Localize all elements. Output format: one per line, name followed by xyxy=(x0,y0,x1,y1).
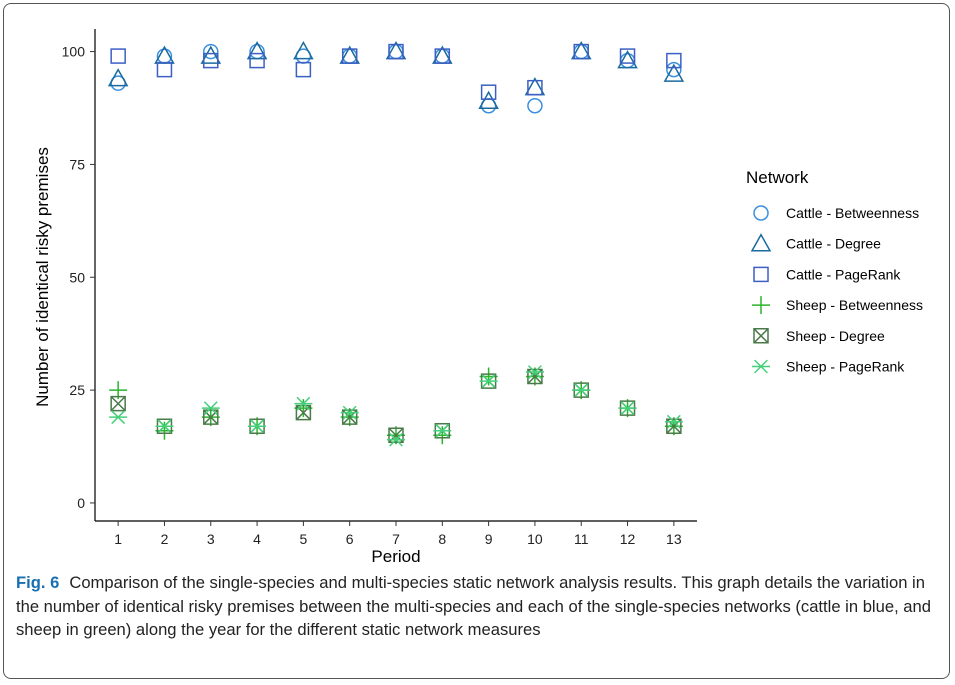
point-sheep-pagerank xyxy=(340,405,359,420)
point-cattle-degree xyxy=(478,90,499,109)
point-cattle-pagerank xyxy=(527,79,543,96)
point-sheep-betweenness xyxy=(294,399,313,418)
point-cattle-degree xyxy=(617,50,638,69)
point-sheep-pagerank xyxy=(155,419,174,434)
point-sheep-pagerank xyxy=(572,383,591,398)
point-sheep-pagerank xyxy=(201,401,220,416)
x-tick-label: 4 xyxy=(253,531,261,547)
point-cattle-degree xyxy=(663,63,685,82)
x-tick-label: 11 xyxy=(574,531,589,547)
point-sheep-pagerank xyxy=(618,401,637,416)
y-tick-label: 50 xyxy=(69,269,85,285)
legend-key-sheep-pagerank xyxy=(752,359,770,374)
point-sheep-pagerank xyxy=(248,419,267,434)
series-sheep-betweenness xyxy=(109,367,683,445)
x-tick-label: 10 xyxy=(527,531,543,547)
legend-key-cattle-degree xyxy=(750,233,772,252)
series-cattle-degree xyxy=(107,41,685,109)
point-sheep-pagerank xyxy=(109,410,128,425)
figure-caption: Fig. 6 Comparison of the single-species a… xyxy=(16,571,941,642)
y-tick-label: 100 xyxy=(62,44,86,60)
x-tick-label: 5 xyxy=(299,531,307,547)
point-cattle-pagerank xyxy=(341,48,358,64)
figure-frame xyxy=(3,3,950,679)
legend-key-cattle-betweenness xyxy=(753,205,769,221)
point-cattle-pagerank xyxy=(480,84,497,100)
point-cattle-pagerank xyxy=(619,48,636,64)
x-tick-label: 3 xyxy=(207,531,215,547)
x-tick-label: 13 xyxy=(666,531,682,547)
y-tick-label: 75 xyxy=(69,156,85,172)
point-cattle-pagerank xyxy=(295,61,312,78)
point-cattle-betweenness xyxy=(203,43,219,60)
x-tick-label: 6 xyxy=(346,531,354,547)
legend-title: Network xyxy=(746,168,809,187)
point-cattle-pagerank xyxy=(249,52,265,69)
point-sheep-pagerank xyxy=(294,396,313,411)
caption-text: Comparison of the single-species and mul… xyxy=(16,573,931,639)
legend-label-cattle-degree: Cattle - Degree xyxy=(786,236,881,252)
x-tick-label: 12 xyxy=(620,531,636,547)
point-sheep-betweenness xyxy=(155,421,174,440)
legend-label-sheep-pagerank: Sheep - PageRank xyxy=(786,359,905,375)
point-sheep-pagerank xyxy=(525,365,544,379)
legend-key-sheep-degree xyxy=(753,328,769,344)
point-cattle-pagerank xyxy=(666,52,682,69)
y-axis-title: Number of identical risky premises xyxy=(33,147,52,407)
figure-label: Fig. 6 xyxy=(16,573,60,592)
legend-label-sheep-degree: Sheep - Degree xyxy=(786,328,885,344)
point-cattle-betweenness xyxy=(527,97,543,114)
point-sheep-pagerank xyxy=(479,374,498,389)
point-cattle-pagerank xyxy=(573,43,589,60)
series-cattle-betweenness xyxy=(110,43,682,114)
legend-key-cattle-pagerank xyxy=(753,266,769,283)
legend-label-cattle-pagerank: Cattle - PageRank xyxy=(786,266,901,282)
x-tick-label: 2 xyxy=(161,531,169,547)
point-cattle-degree xyxy=(107,68,129,87)
point-cattle-pagerank xyxy=(434,48,451,64)
point-sheep-pagerank xyxy=(664,414,683,429)
point-sheep-pagerank xyxy=(433,423,452,438)
data-points xyxy=(107,41,685,447)
legend: Network Cattle - Betweenness Cattle - Deg… xyxy=(746,168,923,375)
y-tick-label: 25 xyxy=(69,382,85,398)
point-cattle-pagerank xyxy=(388,43,404,60)
point-sheep-pagerank xyxy=(387,432,405,447)
legend-key-sheep-betweenness xyxy=(752,296,770,315)
point-cattle-degree xyxy=(200,45,222,64)
x-tick-label: 7 xyxy=(392,531,400,547)
x-tick-label: 8 xyxy=(438,531,446,547)
x-tick-label: 9 xyxy=(485,531,493,547)
point-cattle-degree xyxy=(293,41,314,60)
x-tick-label: 1 xyxy=(114,531,122,547)
point-sheep-betweenness xyxy=(433,426,452,445)
legend-label-cattle-betweenness: Cattle - Betweenness xyxy=(786,205,919,221)
point-cattle-betweenness xyxy=(666,61,682,78)
point-cattle-pagerank xyxy=(110,48,126,64)
point-cattle-pagerank xyxy=(156,61,173,78)
legend-label-sheep-betweenness: Sheep - Betweenness xyxy=(786,297,923,313)
point-cattle-pagerank xyxy=(203,52,219,69)
x-axis-title: Period xyxy=(371,547,420,566)
point-sheep-betweenness xyxy=(479,367,498,386)
point-sheep-degree xyxy=(110,395,126,412)
series-sheep-pagerank xyxy=(109,365,683,447)
point-cattle-degree xyxy=(246,41,268,60)
series-cattle-pagerank xyxy=(110,43,682,100)
y-tick-label: 0 xyxy=(77,495,85,511)
